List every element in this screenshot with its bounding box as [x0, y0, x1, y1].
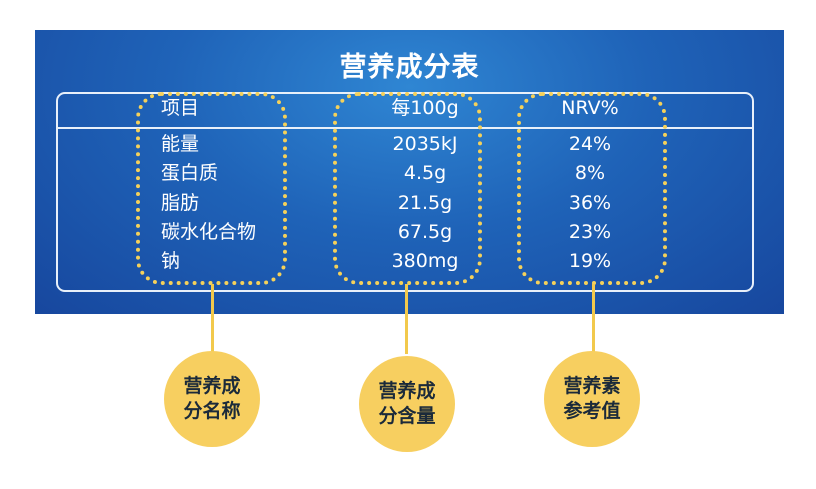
- row-protein-name: 蛋白质: [161, 162, 219, 184]
- row-carbohydrate-name: 碳水化合物: [161, 221, 257, 243]
- callout-nutrient-reference-line1: 营养素: [563, 375, 621, 397]
- row-energy-value: 2035kJ: [392, 133, 458, 155]
- header-item: 项目: [161, 97, 200, 119]
- callout-nutrient-content-line1: 营养成: [378, 380, 436, 402]
- row-energy-name: 能量: [161, 133, 200, 155]
- connector-line-name: [211, 284, 214, 354]
- highlight-nrv-column: [517, 92, 667, 285]
- header-nrv: NRV%: [561, 97, 619, 119]
- row-energy-nrv: 24%: [568, 133, 612, 155]
- row-carbohydrate-value: 67.5g: [397, 221, 453, 243]
- row-sodium-name: 钠: [161, 250, 181, 272]
- callout-nutrient-reference: 营养素 参考值: [544, 351, 640, 447]
- header-divider: [56, 127, 754, 129]
- callout-nutrient-reference-line2: 参考值: [563, 400, 621, 422]
- row-carbohydrate-nrv: 23%: [568, 221, 612, 243]
- nutrition-panel: 营养成分表 项目 每100g NRV% 能量 2035kJ 24% 蛋白质 4.…: [35, 30, 784, 314]
- row-protein-nrv: 8%: [574, 162, 606, 184]
- row-fat-name: 脂肪: [161, 192, 200, 214]
- highlight-value-column: [333, 92, 482, 285]
- callout-nutrient-content: 营养成 分含量: [359, 356, 455, 452]
- callout-nutrient-content-line2: 分含量: [378, 405, 436, 427]
- row-fat-value: 21.5g: [397, 192, 453, 214]
- highlight-name-column: [136, 92, 287, 285]
- header-per100g: 每100g: [391, 97, 459, 119]
- row-sodium-nrv: 19%: [568, 250, 612, 272]
- row-protein-value: 4.5g: [403, 162, 447, 184]
- connector-line-value: [405, 284, 408, 354]
- row-fat-nrv: 36%: [568, 192, 612, 214]
- callout-nutrient-name: 营养成 分名称: [164, 351, 260, 447]
- callout-nutrient-name-line1: 营养成: [183, 375, 241, 397]
- connector-line-nrv: [592, 284, 595, 354]
- row-sodium-value: 380mg: [391, 250, 459, 272]
- callout-nutrient-name-line2: 分名称: [183, 400, 241, 422]
- table-title: 营养成分表: [339, 52, 480, 83]
